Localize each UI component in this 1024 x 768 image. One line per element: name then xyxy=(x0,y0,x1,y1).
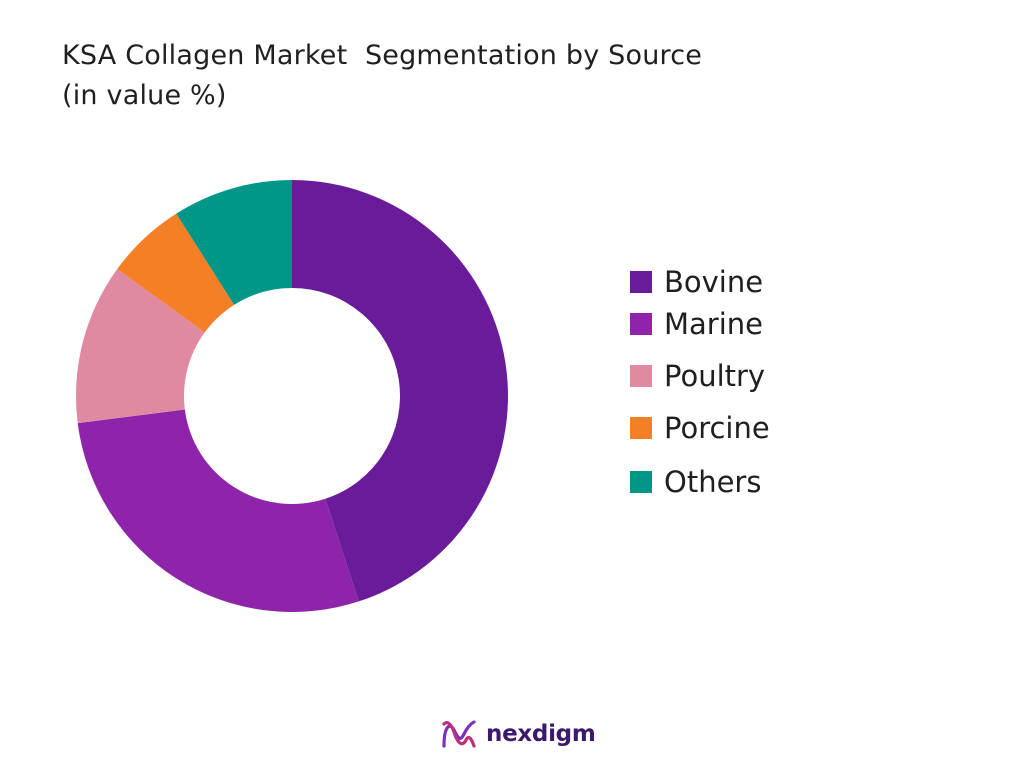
donut-slice-poultry xyxy=(76,269,205,424)
donut-slice-bovine xyxy=(292,180,509,602)
chart-title: KSA Collagen Market Segmentation by Sour… xyxy=(62,36,702,116)
nexdigm-logo-icon xyxy=(442,720,476,748)
legend-item-porcine: Porcine xyxy=(630,408,770,448)
donut-slice-porcine xyxy=(117,213,235,333)
legend-swatch xyxy=(630,271,652,293)
legend-label: Marine xyxy=(664,307,763,341)
donut-slice-others xyxy=(176,180,292,305)
legend-item-poultry: Poultry xyxy=(630,356,765,396)
legend-label: Bovine xyxy=(664,265,764,299)
legend-label: Poultry xyxy=(664,359,766,393)
legend-item-others: Others xyxy=(630,462,761,502)
legend-swatch xyxy=(630,313,652,335)
legend-swatch xyxy=(630,471,652,493)
chart-title-line-2: (in value %) xyxy=(62,80,227,111)
legend-label: Others xyxy=(664,465,762,499)
brand-logo: nexdigm xyxy=(440,716,596,752)
chart-title-line-1: KSA Collagen Market Segmentation by Sour… xyxy=(62,40,703,71)
legend-item-marine: Marine xyxy=(630,304,763,344)
donut-slice-marine xyxy=(77,409,359,613)
legend-item-bovine: Bovine xyxy=(630,262,763,302)
legend-label: Porcine xyxy=(664,411,770,445)
legend-swatch xyxy=(630,417,652,439)
brand-name: nexdigm xyxy=(486,721,596,747)
legend-swatch xyxy=(630,365,652,387)
